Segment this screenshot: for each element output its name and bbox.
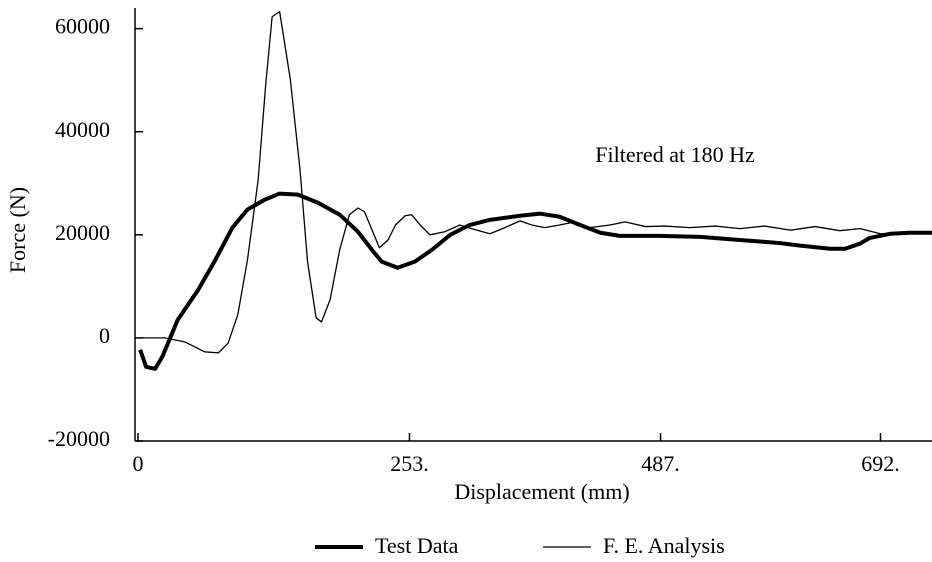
series-line bbox=[140, 10, 932, 354]
x-tick-label: 487. bbox=[641, 451, 680, 476]
y-tick-label: -20000 bbox=[48, 426, 110, 451]
y-tick-label: 40000 bbox=[55, 117, 110, 142]
legend-label: Test Data bbox=[375, 533, 459, 558]
x-tick-label: 692. bbox=[861, 451, 900, 476]
x-axis-label: Displacement (mm) bbox=[454, 479, 629, 504]
legend-label: F. E. Analysis bbox=[603, 533, 725, 558]
x-tick-label: 253. bbox=[390, 451, 429, 476]
annotation: Filtered at 180 Hz bbox=[595, 142, 755, 167]
y-tick-label: 20000 bbox=[55, 220, 110, 245]
y-axis-label: Force (N) bbox=[5, 187, 30, 273]
y-tick-label: 0 bbox=[99, 323, 110, 348]
x-tick-label: 0 bbox=[133, 451, 144, 476]
series-line bbox=[138, 191, 932, 371]
y-tick-label: 60000 bbox=[55, 14, 110, 39]
